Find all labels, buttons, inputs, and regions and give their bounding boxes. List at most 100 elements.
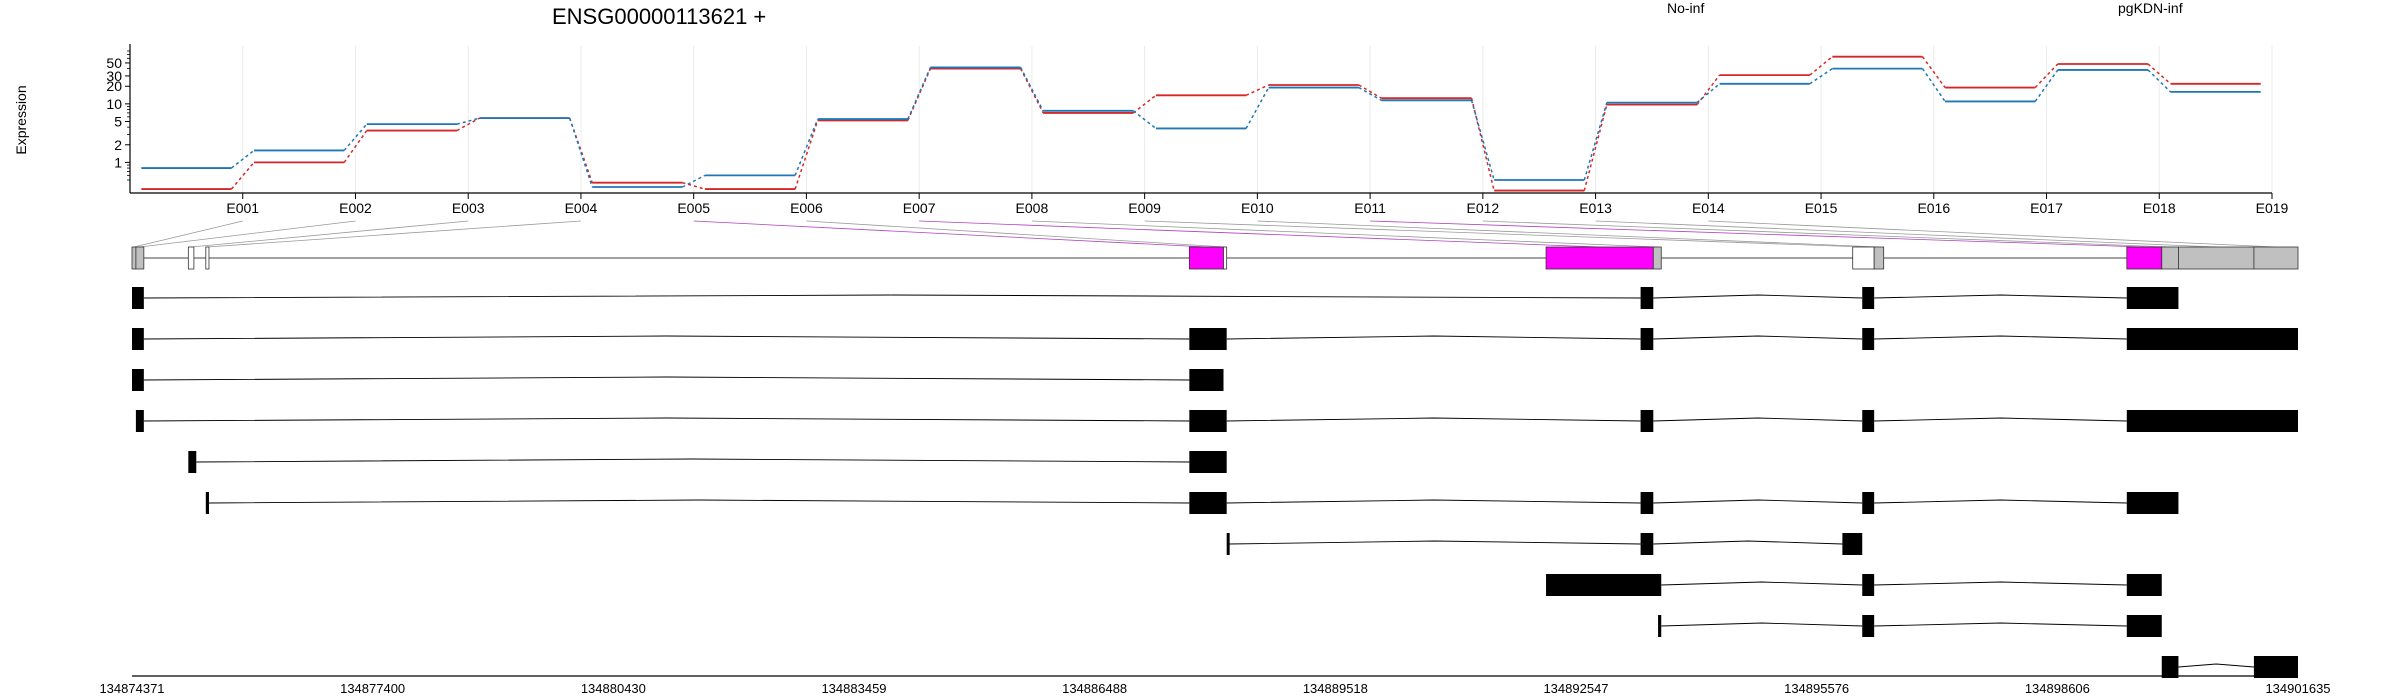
- transcript-exon: [1862, 615, 1875, 637]
- expression-connector: [1583, 104, 1608, 191]
- legend-no-inf: No-inf: [1667, 0, 1704, 16]
- exon-label: E014: [1692, 200, 1725, 216]
- exon-link-line: [1482, 220, 2171, 248]
- transcript-exon: [1189, 410, 1227, 432]
- y-tick-label: 1: [114, 154, 122, 170]
- exon-label: E001: [226, 200, 259, 216]
- gene-model-exon: [1188, 246, 1224, 270]
- intron-line: [1874, 417, 2127, 422]
- y-axis-label: Expression: [13, 85, 29, 154]
- expression-connector: [1921, 68, 1946, 102]
- expression-connector: [456, 117, 480, 132]
- expression-connector: [2147, 63, 2172, 85]
- intron-line: [1874, 294, 2127, 299]
- expression-connector: [456, 117, 480, 125]
- exon-link-line: [139, 220, 356, 248]
- transcript-exon: [132, 328, 144, 350]
- gene-model-exon: [135, 246, 145, 270]
- intron-line: [1226, 417, 1641, 422]
- exon-label: E002: [339, 200, 372, 216]
- expression-connector: [1696, 83, 1721, 104]
- expression-connector: [1583, 102, 1608, 181]
- intron-line: [1226, 335, 1641, 340]
- exon-link-line: [1144, 220, 1864, 248]
- y-tick-label: 30: [106, 68, 122, 84]
- exon-link-line: [191, 220, 469, 248]
- exon-link-line: [207, 220, 581, 248]
- expression-connector: [2147, 69, 2172, 93]
- genomic-tick-label: 134880430: [581, 681, 646, 696]
- transcript-exon: [132, 287, 144, 309]
- gene-model-exon: [131, 246, 137, 270]
- y-tick-label: 5: [114, 113, 122, 129]
- exon-label: E012: [1466, 200, 1499, 216]
- transcript-exon: [1640, 328, 1654, 350]
- transcript-exon: [1862, 287, 1875, 309]
- expression-connector: [231, 149, 255, 169]
- transcript-exon: [2126, 410, 2298, 432]
- expression-connector: [794, 118, 819, 176]
- gene-model-exon: [1652, 246, 1662, 270]
- transcript-exon: [1640, 410, 1654, 432]
- genomic-tick-label: 134895576: [1784, 681, 1849, 696]
- transcript-exon: [1189, 451, 1227, 473]
- transcript-exon: [132, 369, 144, 391]
- exon-label: E019: [2256, 200, 2289, 216]
- legend-pgkdn-inf: pgKDN-inf: [2118, 0, 2183, 16]
- transcript-exon: [2126, 574, 2162, 596]
- transcript-exon: [1862, 492, 1875, 514]
- intron-line: [143, 294, 1641, 299]
- gene-model-exon: [2126, 246, 2163, 270]
- intron-line: [1653, 540, 1843, 545]
- exon-label: E009: [1128, 200, 1161, 216]
- exon-label: E017: [2030, 200, 2063, 216]
- transcript-exon: [1226, 533, 1230, 555]
- transcript-exon: [2126, 492, 2179, 514]
- exon-link-line: [1708, 220, 2276, 248]
- gene-model-exon: [1873, 246, 1885, 270]
- expression-connector: [1470, 100, 1495, 181]
- exon-label: E004: [565, 200, 598, 216]
- intron-line: [2178, 663, 2254, 668]
- expression-connector: [1358, 86, 1382, 101]
- genomic-tick-label: 134889518: [1303, 681, 1368, 696]
- transcript-exon: [2253, 656, 2298, 678]
- y-tick-label: 2: [114, 137, 122, 153]
- exon-label: E018: [2143, 200, 2176, 216]
- intron-line: [143, 376, 1190, 381]
- intron-line: [1653, 335, 1863, 340]
- exon-label: E003: [452, 200, 485, 216]
- transcript-exon: [1189, 492, 1227, 514]
- y-tick-label: 20: [106, 78, 122, 94]
- intron-line: [1661, 581, 1863, 586]
- gene-model-exon: [205, 246, 210, 270]
- transcript-exon: [1189, 328, 1227, 350]
- exon-link-line: [919, 220, 1600, 248]
- genomic-tick-label: 134901635: [2265, 681, 2330, 696]
- expression-connector: [1245, 84, 1269, 96]
- gene-model-exon: [2161, 246, 2179, 270]
- transcript-exon: [1546, 574, 1662, 596]
- expression-connector: [1132, 94, 1157, 114]
- intron-line: [1226, 499, 1641, 504]
- transcript-exon: [205, 492, 209, 514]
- gene-model-exon: [1545, 246, 1654, 270]
- expression-connector: [1358, 84, 1382, 99]
- gene-model-exon: [1852, 246, 1875, 270]
- intron-line: [1653, 294, 1863, 299]
- intron-line: [1653, 499, 1863, 504]
- chart-title: ENSG00000113621 +: [552, 4, 766, 29]
- expression-connector: [568, 117, 593, 183]
- expression-connector: [794, 120, 819, 190]
- gene-model-exon: [2253, 246, 2299, 270]
- intron-line: [1874, 335, 2127, 340]
- exon-label: E008: [1016, 200, 1049, 216]
- gene-model-exon: [2178, 246, 2255, 270]
- intron-line: [196, 458, 1190, 463]
- expression-connector: [1696, 74, 1721, 106]
- intron-line: [1874, 499, 2127, 504]
- expression-connector: [1921, 56, 1946, 88]
- gene-model-exon: [1223, 246, 1228, 270]
- expression-connector: [1245, 87, 1270, 129]
